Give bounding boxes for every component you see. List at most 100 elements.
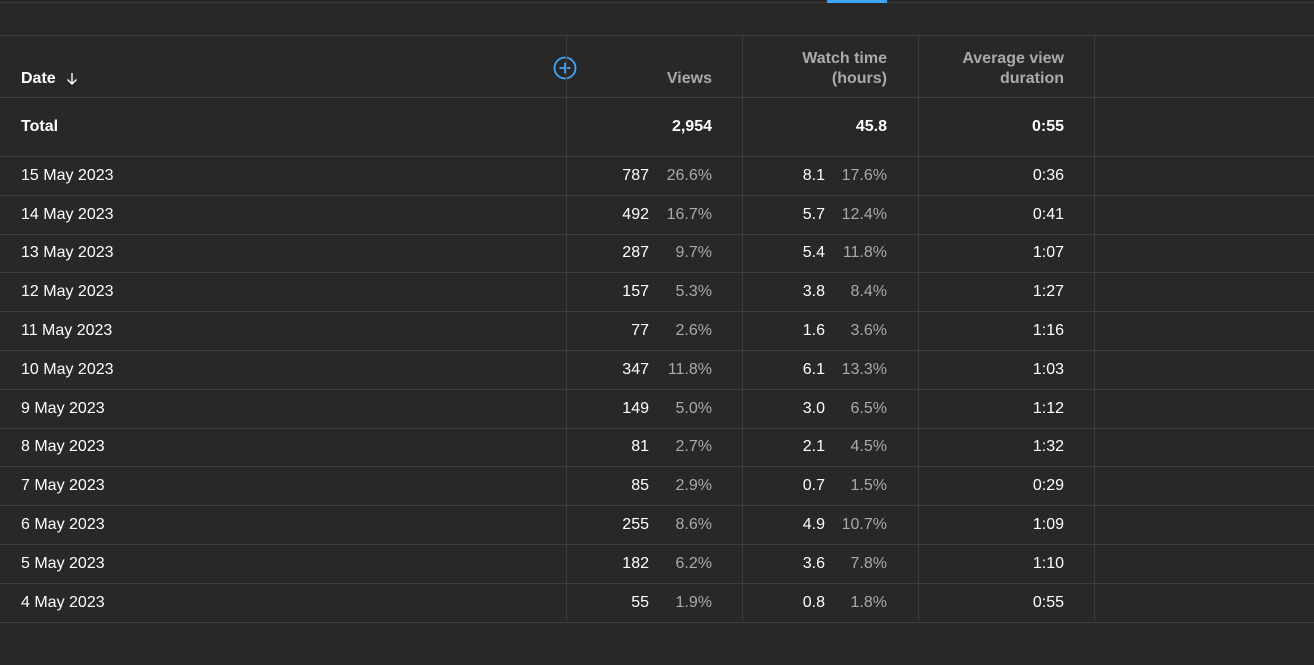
table-row: 4 May 2023 55 1.9% 0.8 1.8% 0:55 (0, 584, 1314, 623)
active-tab-indicator (827, 0, 887, 3)
date-header-label: Date (21, 70, 56, 87)
row-views-percent: 8.6% (675, 516, 712, 534)
column-divider (566, 35, 567, 620)
row-watch-time: 5.7 (802, 205, 825, 223)
row-views-percent: 5.0% (675, 399, 712, 417)
table-row: 5 May 2023 182 6.2% 3.6 7.8% 1:10 (0, 545, 1314, 584)
row-views-percent: 1.9% (675, 593, 712, 611)
average-view-duration-column-header[interactable]: Average view duration (962, 49, 1064, 89)
row-watch-time: 0.7 (802, 477, 825, 495)
row-watch-time-percent: 1.5% (850, 477, 887, 495)
column-divider (742, 35, 743, 620)
table-row: 10 May 2023 347 11.8% 6.1 13.3% 1:03 (0, 351, 1314, 390)
row-views: 182 (622, 554, 649, 572)
row-average-view-duration: 0:41 (1032, 205, 1064, 223)
row-average-view-duration: 1:03 (1032, 360, 1064, 378)
row-views: 149 (622, 399, 649, 417)
row-average-view-duration: 1:09 (1032, 516, 1064, 534)
table-header-row: Date Views Watch time (hours) Average vi… (0, 36, 1314, 98)
column-divider (1094, 35, 1095, 620)
row-watch-time-percent: 17.6% (841, 166, 887, 184)
table-row: 12 May 2023 157 5.3% 3.8 8.4% 1:27 (0, 273, 1314, 313)
row-views-percent: 2.6% (675, 322, 712, 340)
row-average-view-duration: 1:16 (1032, 322, 1064, 340)
row-views-percent: 2.9% (675, 477, 712, 495)
watch-time-header-line1: Watch time (802, 50, 887, 67)
row-views-percent: 5.3% (675, 283, 712, 301)
row-date: 8 May 2023 (21, 438, 105, 456)
row-date: 11 May 2023 (21, 322, 113, 340)
row-watch-time-percent: 3.6% (850, 322, 887, 340)
row-watch-time-percent: 8.4% (850, 283, 887, 301)
row-average-view-duration: 0:55 (1032, 593, 1064, 611)
column-divider (918, 35, 919, 620)
row-watch-time: 3.8 (802, 283, 825, 301)
views-column-header[interactable]: Views (666, 70, 712, 87)
row-watch-time-percent: 11.8% (842, 244, 887, 262)
row-views-percent: 6.2% (675, 554, 712, 572)
row-views: 347 (622, 360, 649, 378)
row-watch-time-percent: 7.8% (850, 554, 887, 572)
row-watch-time: 5.4 (802, 244, 825, 262)
row-watch-time: 3.0 (802, 399, 825, 417)
row-average-view-duration: 1:07 (1032, 244, 1064, 262)
row-date: 14 May 2023 (21, 205, 114, 223)
total-views: 2,954 (671, 118, 712, 135)
row-watch-time: 2.1 (802, 438, 825, 456)
watch-time-column-header[interactable]: Watch time (hours) (802, 49, 887, 89)
row-views: 787 (622, 166, 649, 184)
add-column-button[interactable] (553, 56, 577, 80)
row-watch-time-percent: 4.5% (850, 438, 887, 456)
date-column-header[interactable]: Date (21, 69, 80, 89)
row-date: 15 May 2023 (21, 166, 114, 184)
row-watch-time: 1.6 (802, 322, 825, 340)
row-date: 6 May 2023 (21, 516, 105, 534)
row-watch-time-percent: 12.4% (841, 205, 887, 223)
table-row: 6 May 2023 255 8.6% 4.9 10.7% 1:09 (0, 506, 1314, 545)
row-views: 85 (631, 477, 649, 495)
row-views-percent: 11.8% (667, 360, 712, 378)
row-date: 13 May 2023 (21, 244, 114, 262)
row-date: 10 May 2023 (21, 360, 114, 378)
avd-header-line2: duration (1000, 70, 1064, 87)
top-divider (0, 2, 1314, 3)
row-average-view-duration: 1:32 (1032, 438, 1064, 456)
row-views-percent: 26.6% (666, 166, 712, 184)
row-date: 4 May 2023 (21, 593, 105, 611)
table-row: 7 May 2023 85 2.9% 0.7 1.5% 0:29 (0, 467, 1314, 507)
row-date: 5 May 2023 (21, 554, 105, 572)
row-watch-time: 8.1 (802, 166, 825, 184)
row-views: 492 (622, 205, 649, 223)
table-row: 11 May 2023 77 2.6% 1.6 3.6% 1:16 (0, 312, 1314, 351)
row-average-view-duration: 0:29 (1032, 477, 1064, 495)
row-watch-time: 4.9 (802, 516, 825, 534)
row-views: 157 (622, 283, 649, 301)
row-date: 12 May 2023 (21, 283, 114, 301)
row-watch-time-percent: 13.3% (841, 360, 887, 378)
total-row: Total 2,954 45.8 0:55 (0, 98, 1314, 157)
row-views: 287 (622, 244, 649, 262)
total-watch-time: 45.8 (855, 118, 887, 135)
row-views: 255 (622, 516, 649, 534)
table-row: 8 May 2023 81 2.7% 2.1 4.5% 1:32 (0, 429, 1314, 468)
row-views: 55 (631, 593, 649, 611)
row-watch-time-percent: 10.7% (841, 516, 887, 534)
row-date: 9 May 2023 (21, 399, 105, 417)
table-row: 14 May 2023 492 16.7% 5.7 12.4% 0:41 (0, 196, 1314, 235)
watch-time-header-line2: (hours) (831, 70, 887, 87)
table-row: 13 May 2023 287 9.7% 5.4 11.8% 1:07 (0, 235, 1314, 274)
row-views-percent: 9.7% (675, 244, 712, 262)
total-label: Total (21, 118, 59, 135)
table-row: 9 May 2023 149 5.0% 3.0 6.5% 1:12 (0, 390, 1314, 429)
row-average-view-duration: 1:12 (1032, 399, 1064, 417)
total-average-view-duration: 0:55 (1031, 118, 1064, 135)
avd-header-line1: Average view (962, 50, 1064, 67)
table-body: 15 May 2023 787 26.6% 8.1 17.6% 0:36 14 May 20… (0, 157, 1314, 623)
row-views: 77 (631, 322, 649, 340)
arrow-down-icon (66, 73, 77, 85)
row-watch-time-percent: 1.8% (850, 593, 887, 611)
row-watch-time: 3.6 (802, 554, 825, 572)
row-views: 81 (631, 438, 649, 456)
row-views-percent: 2.7% (675, 438, 712, 456)
